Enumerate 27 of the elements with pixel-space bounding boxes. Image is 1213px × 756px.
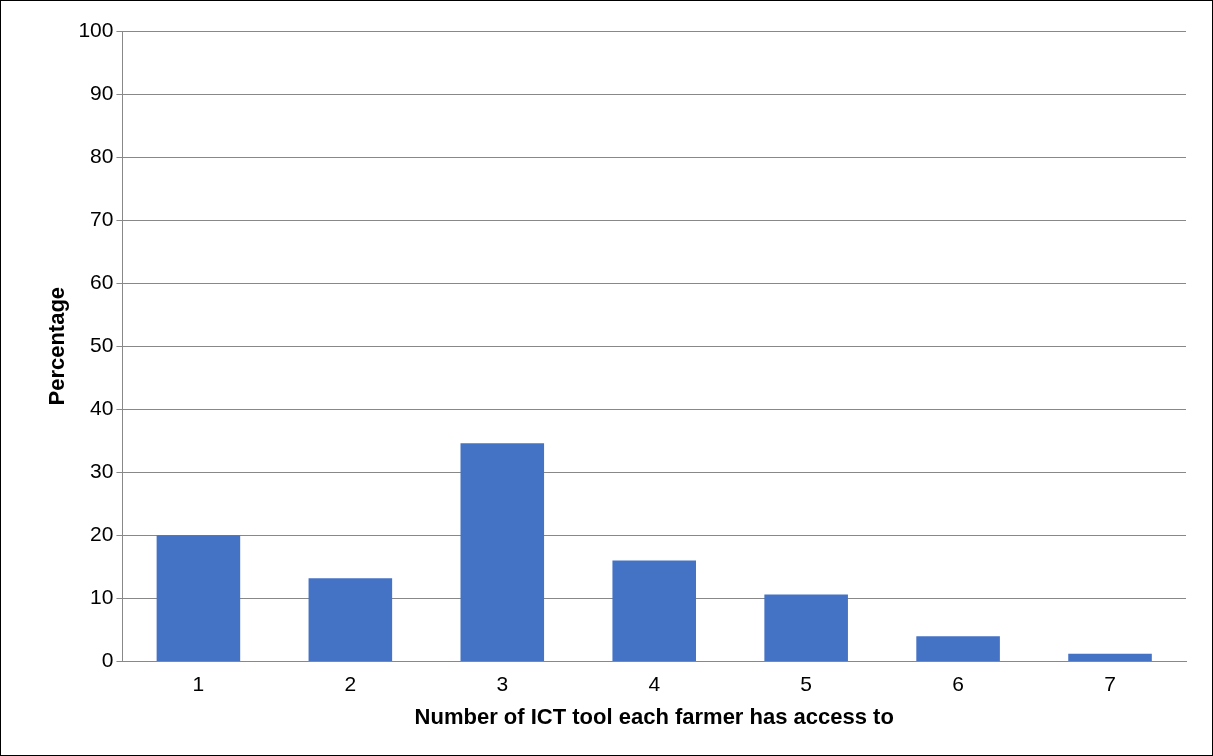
y-tick-label: 10: [90, 585, 114, 609]
x-axis-title: Number of ICT tool each farmer has access to: [414, 703, 894, 729]
x-tick-label: 4: [648, 671, 661, 695]
x-tick-label: 2: [344, 671, 357, 695]
x-tick-label: 3: [496, 671, 509, 695]
x-tick-label: 7: [1104, 671, 1116, 695]
y-tick-label: 90: [90, 80, 114, 104]
x-tick-label: 5: [800, 671, 812, 695]
bar: [156, 535, 241, 661]
y-axis-title: Percentage: [44, 286, 70, 406]
bar: [308, 578, 393, 661]
x-tick-label: 6: [952, 671, 964, 695]
bar: [460, 443, 545, 661]
y-tick-label: 40: [90, 396, 114, 420]
y-tick-label: 80: [90, 143, 114, 167]
bar: [612, 560, 696, 661]
y-tick-label: 50: [90, 333, 114, 356]
y-tick-label: 70: [90, 206, 114, 230]
bar: [1068, 653, 1152, 661]
y-tick-label: 100: [78, 17, 114, 41]
y-tick-label: 30: [90, 459, 114, 483]
x-tick-label: 1: [192, 671, 205, 695]
y-tick-label: 60: [90, 269, 114, 293]
y-tick-label: 0: [101, 648, 114, 672]
bar: [916, 636, 1000, 661]
bar: [764, 594, 848, 661]
y-tick-label: 20: [90, 522, 114, 546]
